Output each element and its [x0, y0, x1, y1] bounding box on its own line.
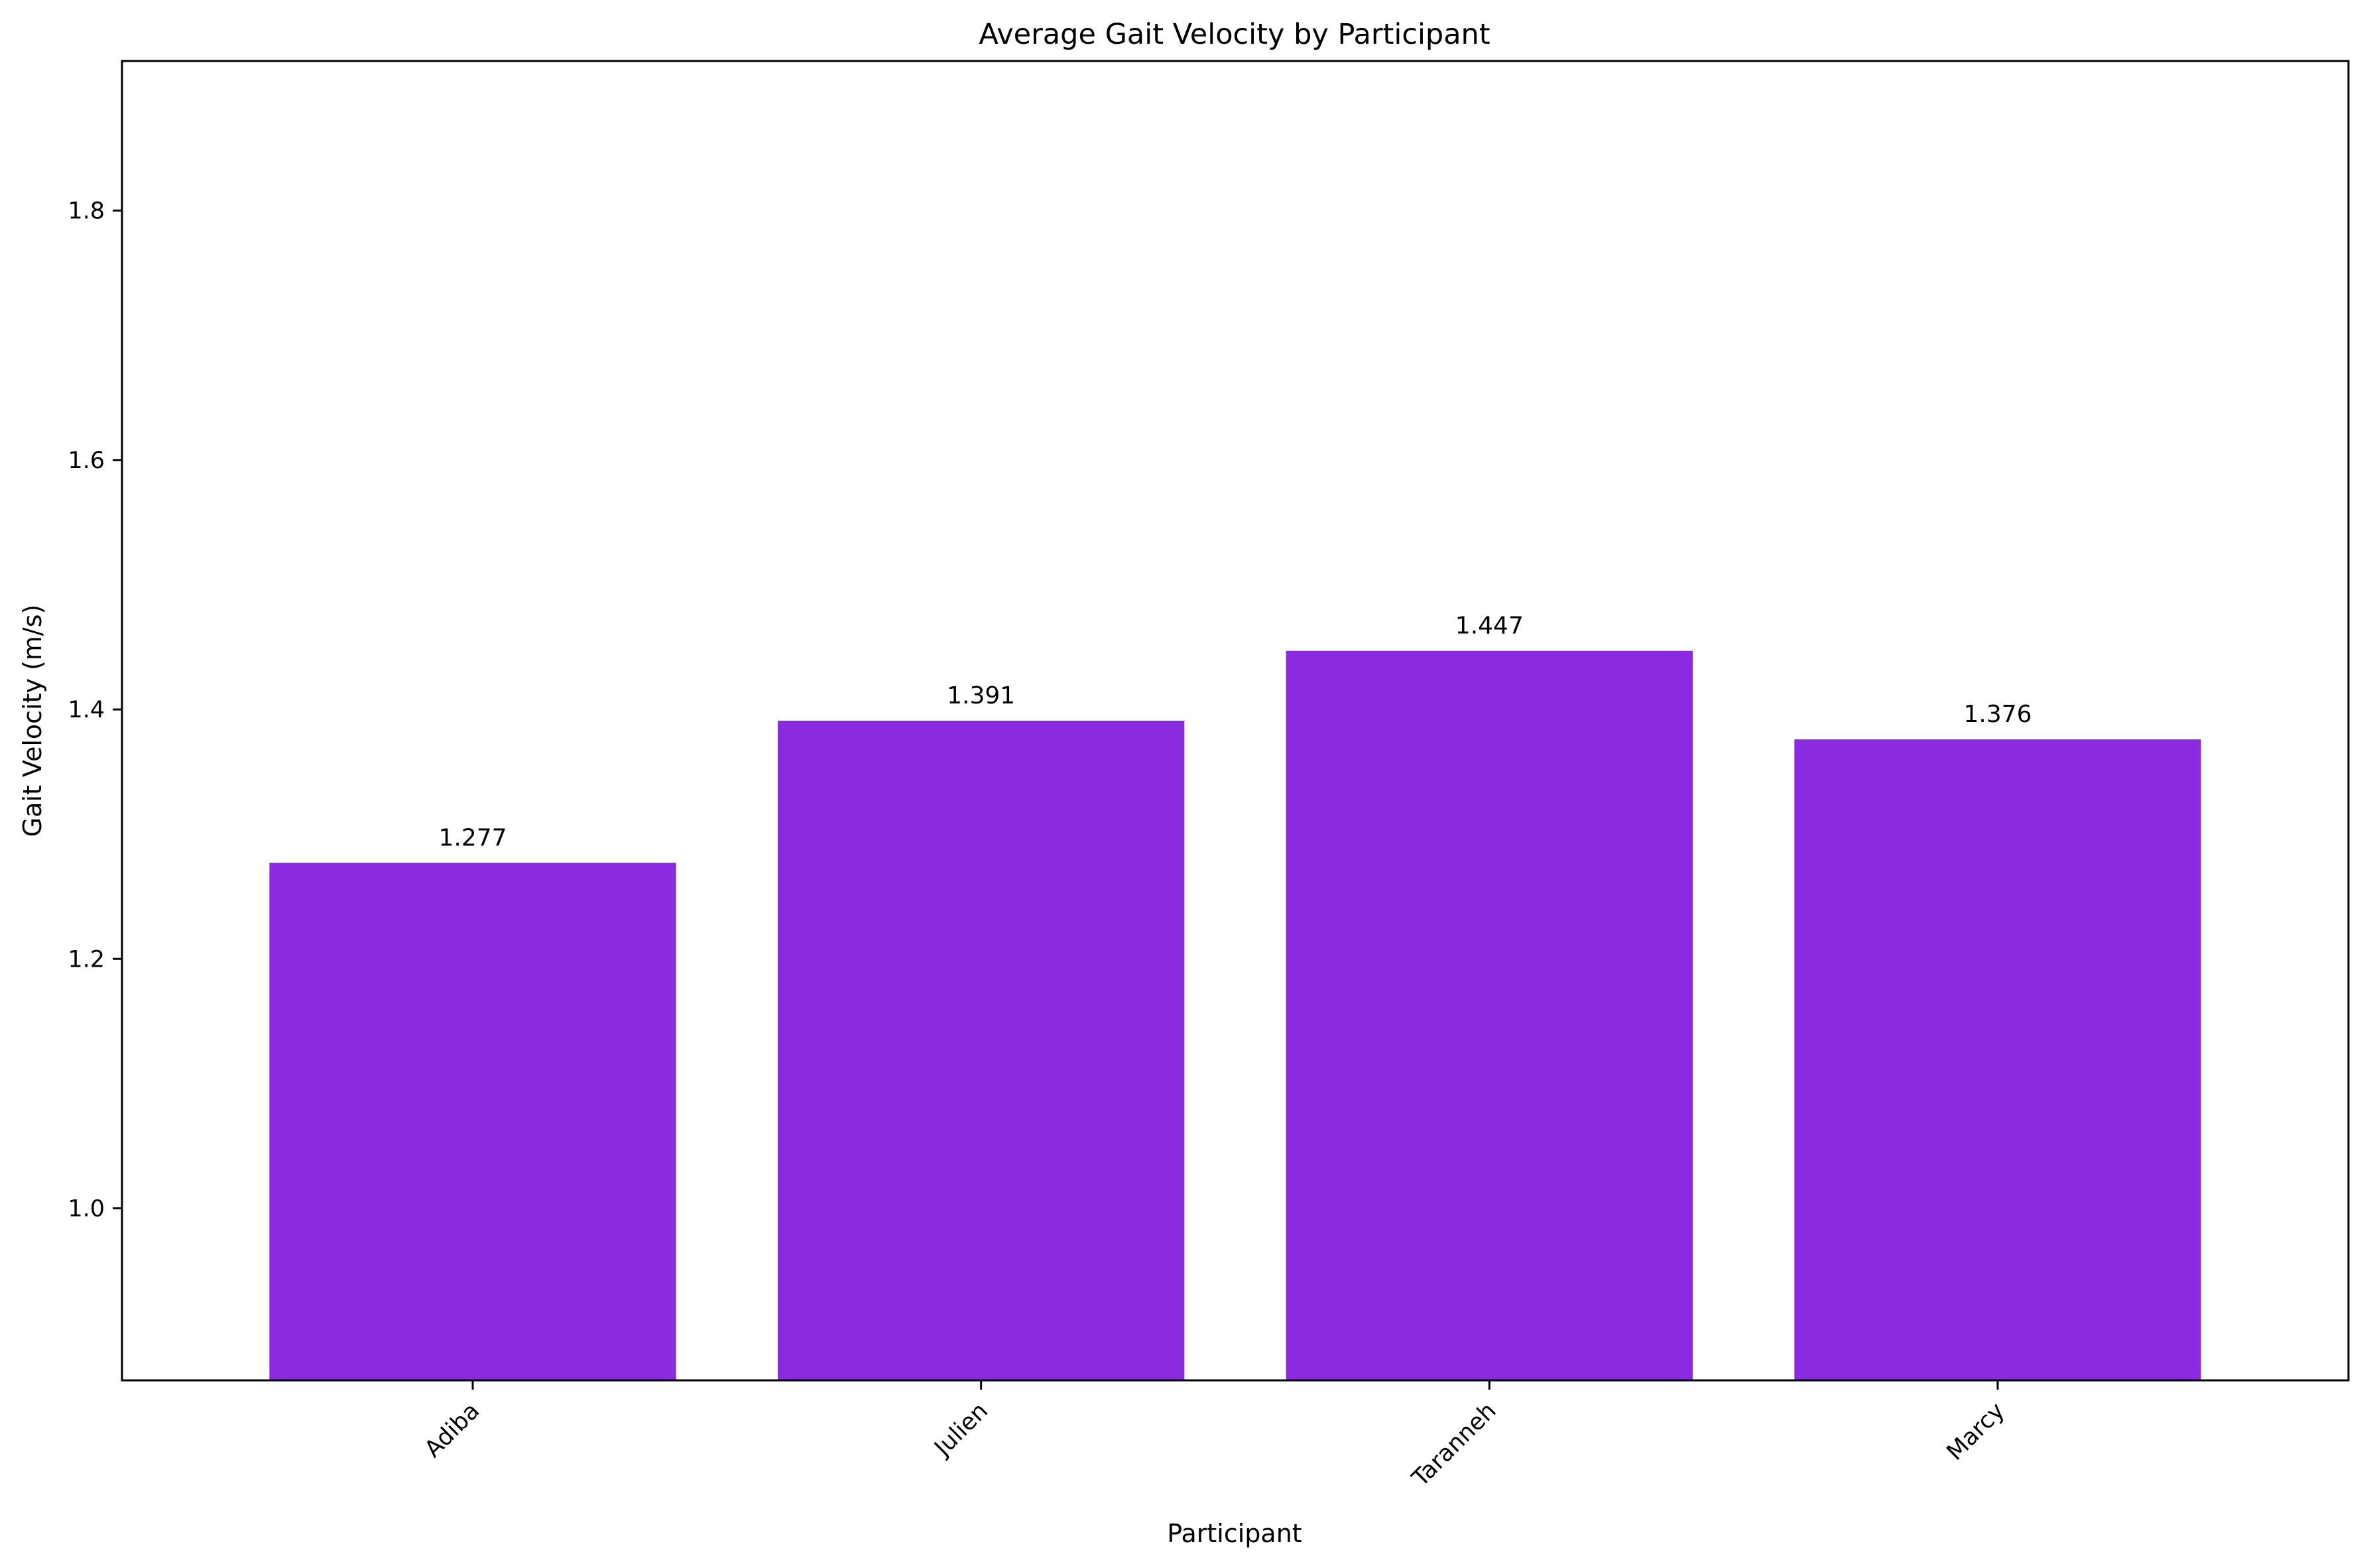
- bar-julien: [778, 721, 1185, 1380]
- y-tick-label-1.8: 1.8: [68, 198, 105, 225]
- value-label-taranneh: 1.447: [1455, 613, 1524, 640]
- x-tick-label-adiba: Adiba: [420, 1398, 485, 1463]
- x-tick-label-julien: Julien: [929, 1398, 993, 1462]
- value-label-marcy: 1.376: [1963, 701, 2032, 728]
- x-tick-label-taranneh: Taranneh: [1407, 1398, 1502, 1492]
- x-axis: Adiba Julien Taranneh Marcy: [420, 1380, 2010, 1492]
- chart-title: Average Gait Velocity by Participant: [979, 18, 1490, 51]
- value-labels-group: 1.277 1.391 1.447 1.376: [438, 613, 2032, 852]
- plot-frame: [121, 60, 2350, 1382]
- y-axis-label: Gait Velocity (m/s): [18, 605, 47, 837]
- y-tick-label-1.2: 1.2: [68, 946, 105, 973]
- y-tick-label-1.4: 1.4: [68, 697, 105, 723]
- value-label-adiba: 1.277: [438, 824, 507, 851]
- bar-taranneh: [1286, 650, 1693, 1380]
- x-tick-label-marcy: Marcy: [1942, 1398, 2010, 1466]
- y-axis: 1.0 1.2 1.4 1.6 1.8: [68, 198, 122, 1222]
- x-axis-label: Participant: [1167, 1519, 1302, 1548]
- bar-marcy: [1794, 739, 2201, 1380]
- value-label-julien: 1.391: [947, 682, 1015, 709]
- y-tick-label-1.0: 1.0: [68, 1195, 105, 1222]
- bars-group: [269, 650, 2201, 1380]
- y-tick-label-1.6: 1.6: [68, 448, 105, 474]
- bar-adiba: [269, 863, 676, 1380]
